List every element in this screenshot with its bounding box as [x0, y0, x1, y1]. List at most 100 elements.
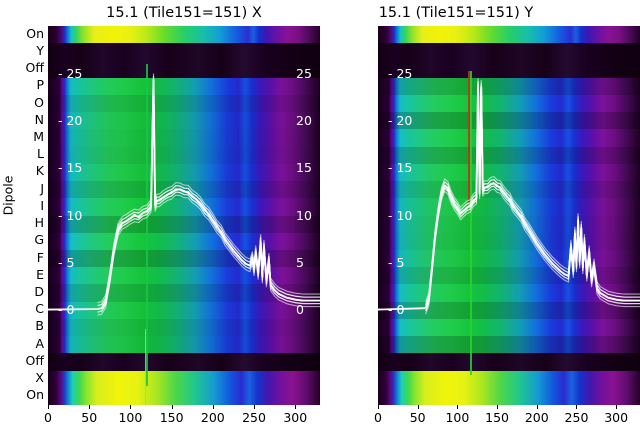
category-tick-left-13: F — [36, 249, 44, 265]
heatmap-streak-y-0 — [468, 71, 470, 205]
inner-ytick-inner-y-left-4: - 5 — [388, 254, 405, 270]
trace-path — [378, 307, 426, 311]
heatmap-row-y-4 — [378, 94, 640, 113]
x-tick-mark-6 — [295, 405, 297, 409]
category-tick-left-15: D — [34, 284, 44, 300]
heatmap-row-y-21 — [378, 387, 640, 405]
heatmap-row-y-16 — [378, 301, 640, 320]
heatmap-row-x-18 — [48, 336, 320, 354]
heatmap-row-y-17 — [378, 318, 640, 337]
inner-ytick-inner-x-right-1: 20 — [296, 113, 312, 129]
category-tick-left-3: P — [36, 77, 44, 93]
category-tick-left-6: M — [33, 128, 44, 144]
x-tick-mark-1 — [89, 405, 91, 409]
inner-ytick-inner-y-left-5: - 0 — [388, 302, 405, 317]
heatmap-streak-y-1 — [470, 71, 472, 375]
x-tick-label-4: 200 — [200, 410, 225, 425]
heatmap-row-y-19 — [378, 353, 640, 372]
heatmap-row-y-5 — [378, 112, 640, 130]
x-tick-label-0: 0 — [374, 410, 382, 425]
inner-ytick-inner-x-right-3: 10 — [296, 207, 312, 223]
x-tick-mark-2 — [457, 405, 459, 409]
heatmap-row-y-1 — [378, 43, 640, 62]
heatmap-row-x-9 — [48, 181, 320, 199]
trace-path — [425, 78, 640, 302]
x-tick-mark-1 — [417, 405, 419, 409]
inner-ytick-inner-y-left-0: - 25 — [388, 65, 413, 81]
inner-ytick-inner-y-left-2: - 15 — [388, 160, 413, 176]
x-tick-mark-4 — [212, 405, 214, 409]
inner-ytick-inner-y-left-1: - 20 — [388, 113, 413, 129]
overlay-trace-x — [48, 73, 320, 316]
category-tick-left-18: A — [35, 335, 44, 351]
trace-path — [425, 87, 640, 312]
panel-title-y: 15.1 (Tile151=151) Y — [378, 5, 534, 21]
trace-path — [97, 78, 320, 310]
heatmap-row-y-14 — [378, 267, 640, 285]
inner-ytick-inner-x-left-1: - 20 — [58, 113, 83, 129]
heatmap-row-x-2 — [48, 60, 320, 79]
heatmap-row-x-11 — [48, 215, 320, 234]
category-tick-left-16: C — [35, 301, 44, 317]
heatmap-row-x-21 — [48, 387, 320, 405]
category-tick-left-12: G — [34, 232, 44, 248]
heatmap-image-y — [378, 26, 640, 405]
x-tick-mark-0 — [378, 405, 379, 409]
heatmap-row-x-6 — [48, 129, 320, 148]
heatmap-row-x-8 — [48, 163, 320, 182]
heatmap-row-x-7 — [48, 146, 320, 165]
category-tick-left-1: Y — [36, 42, 44, 58]
trace-path — [97, 79, 320, 310]
x-tick-mark-4 — [536, 405, 538, 409]
x-tick-label-5: 250 — [242, 410, 266, 425]
category-tick-left-21: On — [26, 387, 44, 403]
inner-ytick-inner-x-left-3: - 10 — [58, 207, 83, 223]
trace-path — [425, 80, 640, 305]
x-tick-label-2: 100 — [445, 410, 470, 425]
x-tick-label-3: 150 — [159, 410, 184, 425]
x-tick-label-0: 0 — [44, 410, 52, 425]
x-tick-label-1: 50 — [81, 410, 98, 425]
heatmap-streak-x-1 — [146, 63, 148, 387]
heatmap-row-x-16 — [48, 301, 320, 320]
x-tick-mark-6 — [616, 405, 618, 409]
inner-ytick-inner-x-right-0: 25 — [296, 65, 312, 81]
x-tick-label-6: 300 — [604, 410, 629, 425]
x-tick-label-4: 200 — [524, 410, 549, 425]
x-tick-mark-3 — [171, 405, 173, 409]
x-tick-label-3: 150 — [485, 410, 509, 425]
heatmap-row-y-20 — [378, 370, 640, 389]
trace-path — [97, 76, 320, 307]
category-tick-left-8: K — [35, 163, 44, 179]
category-tick-left-2: Off — [25, 60, 44, 76]
heatmap-row-y-2 — [378, 60, 640, 79]
x-tick-label-2: 100 — [118, 410, 143, 425]
trace-path — [97, 82, 320, 313]
panel-title-x: 15.1 (Tile151=151) X — [106, 5, 262, 21]
trace-path — [97, 73, 320, 304]
heatmap-row-y-6 — [378, 129, 640, 148]
category-tick-left-11: H — [34, 215, 44, 231]
heatmap-panel-y[interactable] — [378, 26, 640, 405]
heatmap-row-x-5 — [48, 112, 320, 130]
heatmap-row-y-0 — [378, 26, 640, 44]
heatmap-row-x-1 — [48, 43, 320, 62]
heatmap-panel-x[interactable] — [48, 26, 320, 405]
inner-ytick-inner-x-left-4: - 5 — [58, 254, 75, 270]
inner-ytick-inner-x-left-5: - 0 — [58, 302, 75, 317]
heatmap-row-x-14 — [48, 267, 320, 285]
inner-ytick-inner-x-left-0: - 25 — [58, 65, 83, 81]
category-tick-left-4: O — [34, 94, 44, 110]
inner-ytick-inner-x-right-2: 15 — [296, 160, 312, 176]
trace-path — [424, 84, 640, 309]
heatmap-row-y-10 — [378, 198, 640, 217]
trace-path — [424, 83, 640, 309]
heatmap-row-y-18 — [378, 336, 640, 354]
heatmap-row-x-4 — [48, 94, 320, 113]
x-tick-mark-3 — [497, 405, 499, 409]
heatmap-row-y-8 — [378, 163, 640, 182]
heatmap-streak-x-0 — [144, 329, 146, 405]
category-tick-left-19: Off — [25, 352, 44, 368]
category-tick-left-14: E — [36, 266, 44, 282]
